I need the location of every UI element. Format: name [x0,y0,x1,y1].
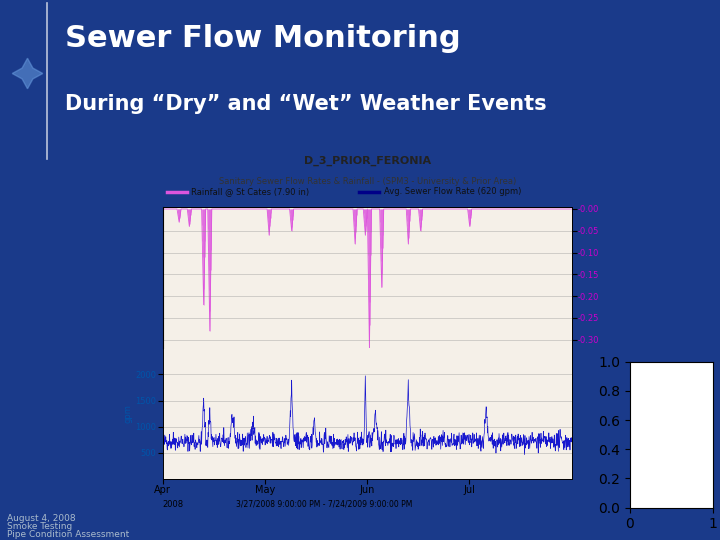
Text: Sewer Flow Monitoring: Sewer Flow Monitoring [65,24,460,53]
Text: Pipe Condition Assessment: Pipe Condition Assessment [7,530,130,539]
Text: Sanitary Sewer Flow Rates & Rainfall - (SPM3 - University & Prior Area): Sanitary Sewer Flow Rates & Rainfall - (… [219,178,516,186]
Text: 2008: 2008 [163,500,184,509]
Text: Smoke Testing: Smoke Testing [7,522,73,531]
Text: Rainfall @ St Cates (7.90 in): Rainfall @ St Cates (7.90 in) [192,187,310,196]
Text: D_3_PRIOR_FERONIA: D_3_PRIOR_FERONIA [304,156,431,166]
Text: SEH: SEH [640,447,703,475]
Text: 3/27/2008 9:00:00 PM - 7/24/2009 9:00:00 PM: 3/27/2008 9:00:00 PM - 7/24/2009 9:00:00… [236,500,413,509]
Text: August 4, 2008: August 4, 2008 [7,514,76,523]
Y-axis label: gpm: gpm [124,404,132,423]
Text: Avg. Sewer Flow Rate (620 gpm): Avg. Sewer Flow Rate (620 gpm) [384,187,521,196]
Text: During “Dry” and “Wet” Weather Events: During “Dry” and “Wet” Weather Events [65,94,546,114]
